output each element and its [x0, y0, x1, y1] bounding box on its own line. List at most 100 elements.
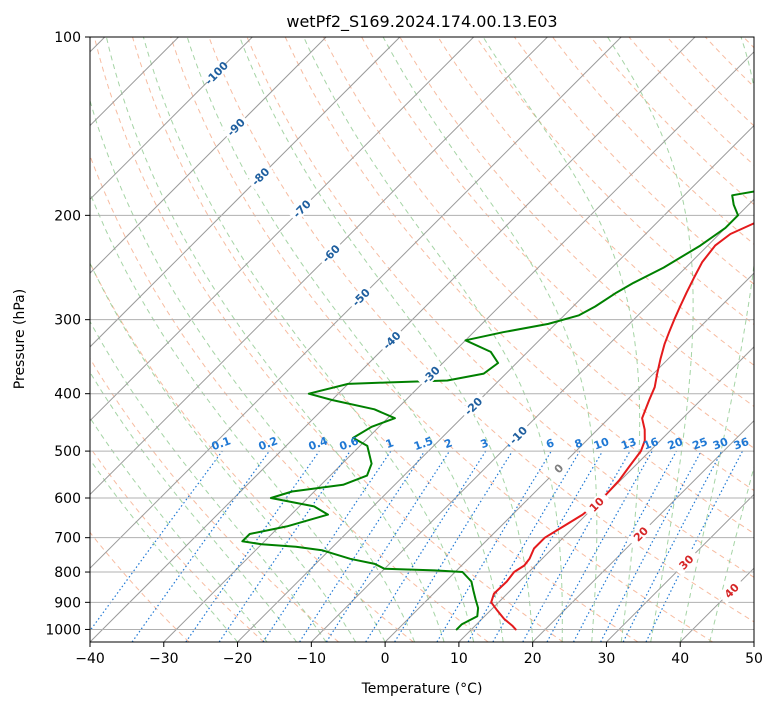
moist-adiabat	[105, 37, 445, 642]
mixing-ratio-line	[185, 450, 320, 642]
isotherm	[237, 124, 754, 642]
isotherm	[606, 493, 754, 642]
y-tick-label: 800	[54, 565, 81, 581]
mixing-ratio-line	[572, 450, 677, 642]
mixing-ratio-label: 16	[642, 435, 661, 453]
moist-adiabat	[239, 37, 534, 642]
dry-adiabat	[246, 37, 754, 578]
y-tick-label: 600	[54, 491, 81, 507]
dry-adiabat	[284, 37, 754, 535]
moist-adiabat	[482, 37, 641, 642]
mixing-ratio-label: 0.1	[210, 434, 233, 453]
mixing-ratio-label: 10	[592, 435, 611, 453]
mixing-ratio-label: 3	[479, 436, 491, 451]
mixing-ratio-label: 0.4	[307, 434, 330, 453]
mixing-ratio-label: 0.2	[257, 434, 280, 453]
y-axis: 100 200 300 400 500 600 700 800 900 1000	[45, 30, 90, 638]
dry-adiabat	[131, 37, 639, 642]
isotherm-label-bg	[288, 195, 316, 223]
isotherm-label-bg	[545, 455, 573, 482]
isotherm-label-bg	[246, 163, 274, 190]
dry-adiabat	[170, 37, 713, 642]
x-tick-label: −20	[223, 651, 253, 667]
moist-adiabat	[90, 371, 297, 642]
isotherm	[90, 37, 548, 496]
isotherm	[458, 346, 754, 642]
mixing-ratio-label: 8	[573, 436, 585, 451]
isotherm-label-bg	[378, 326, 406, 354]
isotherm	[90, 37, 622, 569]
x-tick-label: 20	[524, 651, 542, 667]
dry-adiabat	[399, 37, 754, 408]
x-tick-label: −40	[75, 651, 105, 667]
x-tick-label: 50	[745, 651, 763, 667]
isotherm-label-bg	[583, 490, 610, 518]
isotherm-label-bg	[222, 113, 250, 141]
dry-adiabat	[90, 531, 190, 642]
plot-frame	[89, 36, 755, 643]
x-tick-label: −30	[149, 651, 179, 667]
mixing-ratio-label: 1	[384, 436, 396, 451]
mixing-ratio-line	[90, 450, 223, 632]
y-tick-label: 400	[54, 387, 81, 403]
isotherm-label-bg	[504, 421, 532, 449]
dry-adiabat	[90, 154, 489, 642]
x-tick-label: 40	[671, 651, 689, 667]
isotherm	[90, 37, 253, 201]
mixing-ratio-line	[131, 450, 270, 642]
moist-adiabat	[142, 37, 475, 642]
isotherm	[90, 37, 327, 274]
dry-adiabat	[322, 37, 754, 492]
moist-adiabat	[90, 262, 357, 642]
isotherm-label-bg	[202, 59, 230, 87]
y-tick-label: 900	[54, 595, 81, 611]
isotherm-label-bg	[417, 361, 445, 389]
mixing-ratio-line	[645, 450, 744, 642]
mixing-ratio-line	[218, 450, 351, 642]
y-tick-label: 500	[54, 444, 81, 460]
mixing-ratio-label: 6	[544, 436, 556, 451]
mixing-ratio-label: 36	[732, 435, 751, 453]
mixing-ratio-label: 0.6	[338, 434, 361, 453]
dry-adiabat	[437, 37, 754, 366]
mixing-ratio-line	[299, 450, 426, 642]
y-tick-label: 200	[54, 208, 81, 224]
dewpoint-line	[241, 190, 754, 631]
mixing-ratio-label: 2	[442, 436, 454, 451]
y-tick-label: 100	[54, 30, 81, 46]
mixing-ratio-line	[546, 450, 653, 642]
x-axis: −40 −30 −20 −10 0 10 20 30 40 50	[75, 642, 763, 667]
mixing-ratio-label: 1.5	[412, 434, 435, 453]
mixing-ratio-line	[262, 450, 392, 642]
isotherm	[310, 198, 754, 642]
mixing-ratio-label: 20	[666, 435, 685, 453]
isotherm	[384, 272, 754, 642]
isotherm-label-bg	[627, 520, 655, 548]
isotherm-label-bg	[459, 392, 487, 420]
isotherm-label-bg	[317, 240, 345, 267]
y-axis-label: Pressure (hPa)	[12, 289, 28, 389]
moist-adiabat	[90, 458, 238, 642]
y-tick-label: 1000	[45, 622, 81, 638]
chart-title: wetPf2_S169.2024.174.00.13.E03	[286, 12, 557, 32]
dry-adiabat	[361, 37, 754, 449]
moist-adiabat	[303, 37, 563, 642]
moist-adiabat	[90, 191, 386, 642]
isotherm	[90, 37, 475, 422]
temperature-line	[490, 222, 754, 631]
mixing-ratio-label: 25	[691, 435, 710, 452]
profiles	[241, 190, 754, 631]
moist-adiabat	[382, 37, 598, 642]
mixing-ratio-line	[394, 450, 513, 642]
mixing-ratio-label: 13	[619, 435, 638, 452]
moist-adiabat	[186, 37, 504, 642]
isotherm	[90, 37, 401, 348]
y-tick-label: 700	[54, 531, 81, 547]
isotherm-label-bg	[672, 548, 700, 576]
line-labels: 0.10.20.40.611.52346810131620253036-100-…	[202, 59, 751, 605]
y-tick-label: 300	[54, 313, 81, 329]
x-axis-label: Temperature (°C)	[361, 681, 483, 697]
moist-adiabat	[90, 416, 268, 642]
x-tick-label: 0	[381, 651, 390, 667]
